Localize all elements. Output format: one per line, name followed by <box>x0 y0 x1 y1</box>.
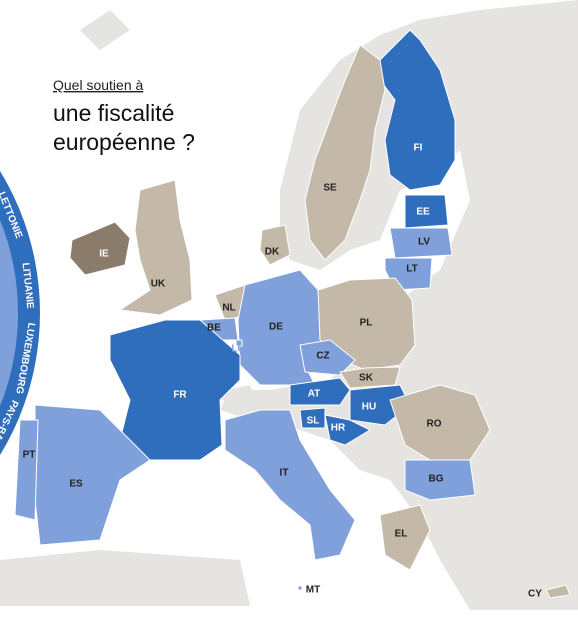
country-code: PT <box>23 450 36 461</box>
country <box>259 224 291 266</box>
country-code: ES <box>69 479 83 490</box>
country-code: MT <box>306 585 320 596</box>
country-code: LT <box>406 264 417 275</box>
country <box>14 419 39 521</box>
country <box>404 194 449 229</box>
country <box>299 407 326 429</box>
country <box>404 459 476 501</box>
country-code: IT <box>280 468 289 479</box>
country-code: FI <box>414 143 423 154</box>
country-code: BE <box>207 323 221 334</box>
country <box>389 384 491 461</box>
country-code: EL <box>395 529 408 540</box>
country <box>235 339 243 347</box>
country <box>109 319 241 461</box>
country-code: RO <box>427 419 442 430</box>
country <box>69 221 131 276</box>
country-code: BG <box>429 474 444 485</box>
country-code: SL <box>307 416 320 427</box>
country-code: SK <box>359 373 374 384</box>
country <box>118 179 193 316</box>
country-code: IE <box>99 249 109 260</box>
country-code: DK <box>265 247 280 258</box>
country <box>304 44 386 261</box>
title-line: européenne ? <box>53 129 195 155</box>
country-code: DE <box>269 322 283 333</box>
country <box>324 414 372 446</box>
country-code: HU <box>362 402 376 413</box>
country-code: CZ <box>316 351 329 362</box>
country-code: AT <box>308 389 321 400</box>
country-code: FR <box>173 390 187 401</box>
country-ring: ITALIELETTONIELITUANIELUXEMBOURGPAYS-BAS <box>0 171 40 455</box>
country <box>297 585 303 591</box>
country <box>299 339 356 376</box>
title-line: une fiscalité <box>53 100 174 126</box>
country-code: SE <box>323 183 337 194</box>
title-kicker: Quel soutien à <box>53 77 143 93</box>
country-code: HR <box>331 423 346 434</box>
country <box>379 29 456 191</box>
ring-inner <box>0 220 18 406</box>
ring-label: LITUANIE <box>20 262 36 309</box>
country-code: CY <box>528 589 542 600</box>
country-code: NL <box>222 303 235 314</box>
country <box>289 377 351 406</box>
country <box>339 366 401 389</box>
country <box>545 584 571 599</box>
country-code: LV <box>418 237 430 248</box>
ring-outer <box>0 171 40 455</box>
country-code: EE <box>416 207 430 218</box>
country-code: LU <box>231 344 244 355</box>
country <box>379 504 431 571</box>
country <box>224 409 356 561</box>
country <box>389 227 453 259</box>
country-code: UK <box>151 279 166 290</box>
country-code: PL <box>360 318 373 329</box>
eu-countries <box>14 29 571 599</box>
